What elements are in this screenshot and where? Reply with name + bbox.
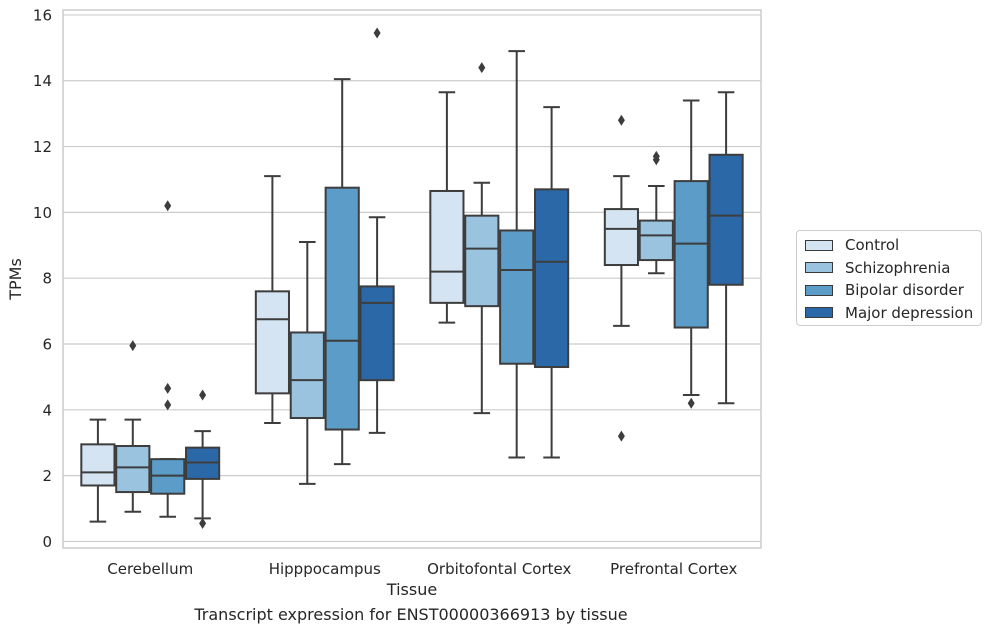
box-body — [464, 214, 500, 308]
box-body — [115, 444, 151, 494]
box-2-3 — [673, 99, 709, 409]
box-3-0 — [185, 389, 221, 529]
legend-item: Schizophrenia — [805, 258, 950, 278]
outlier-point — [652, 150, 660, 162]
outlier-point — [164, 399, 172, 411]
outlier-point — [687, 397, 695, 409]
legend-swatch — [805, 307, 833, 318]
legend-item: Major depression — [805, 303, 973, 323]
box-1-0 — [115, 340, 151, 513]
box-body — [289, 331, 325, 420]
x-tick-label: Cerebellum — [107, 560, 193, 578]
x-tick-label: Orbitofontal Cortex — [427, 560, 571, 578]
x-tick-label: Prefrontal Cortex — [610, 560, 737, 578]
outlier-point — [164, 200, 172, 212]
boxes-layer — [80, 27, 744, 529]
box-body — [359, 285, 395, 382]
outlier-point — [617, 430, 625, 442]
outlier-point — [199, 389, 207, 401]
box-body — [708, 153, 744, 286]
box-0-0 — [80, 418, 116, 523]
plot-frame — [62, 9, 762, 549]
legend-item: Control — [805, 235, 899, 255]
box-body — [638, 219, 674, 262]
outlier-point — [164, 382, 172, 394]
legend-label: Schizophrenia — [845, 258, 951, 277]
y-tick-label: 4 — [42, 401, 52, 419]
box-0-2 — [429, 91, 465, 324]
box-1-3 — [638, 150, 674, 275]
box-1-1 — [289, 240, 325, 485]
box-0-3 — [603, 114, 639, 442]
y-tick-label: 2 — [42, 467, 52, 485]
box-2-1 — [324, 78, 360, 466]
box-0-1 — [254, 175, 290, 424]
box-body — [80, 443, 116, 487]
legend-swatch — [805, 239, 833, 251]
box-1-2 — [464, 62, 500, 415]
outlier-point — [478, 62, 486, 74]
legend-swatch — [805, 284, 833, 296]
legend-label: Major depression — [845, 303, 974, 322]
y-axis-label: TPMs — [6, 258, 25, 301]
outlier-point — [129, 340, 137, 352]
box-body — [603, 208, 639, 267]
x-axis-label: Tissue — [386, 580, 437, 599]
legend-label: Control — [845, 236, 900, 254]
box-body — [324, 186, 360, 431]
box-body — [429, 189, 465, 304]
legend-item: Bipolar disorder — [805, 280, 964, 300]
box-3-3 — [708, 91, 744, 405]
y-tick-label: 14 — [33, 72, 52, 90]
grid-lines — [63, 14, 761, 543]
y-tick-label: 6 — [42, 335, 52, 353]
box-body — [499, 229, 535, 365]
y-tick-label: 0 — [42, 533, 52, 551]
outlier-point — [373, 27, 381, 39]
outlier-point — [199, 517, 207, 529]
box-3-1 — [359, 27, 395, 434]
legend: Control Schizophrenia Bipolar disorder Majo… — [796, 230, 982, 326]
box-body — [534, 188, 570, 369]
box-3-2 — [534, 106, 570, 459]
legend-swatch — [805, 262, 833, 273]
box-2-0 — [150, 200, 186, 518]
y-tick-label: 12 — [33, 138, 52, 156]
y-tick-label: 8 — [42, 270, 52, 288]
y-tick-label: 16 — [33, 6, 52, 24]
box-body — [254, 290, 290, 395]
y-axis-ticks: 0 2 4 6 8 10 12 14 16 — [33, 6, 52, 550]
box-2-2 — [499, 50, 535, 459]
box-body — [673, 180, 709, 329]
chart-caption: Transcript expression for ENST0000036691… — [194, 605, 628, 624]
legend-label: Bipolar disorder — [845, 281, 964, 299]
outlier-point — [617, 114, 625, 126]
y-tick-label: 10 — [33, 204, 52, 222]
x-tick-label: Hipppocampus — [269, 560, 381, 578]
x-axis-ticks: Cerebellum Hipppocampus Orbitofontal Corte… — [107, 560, 737, 578]
